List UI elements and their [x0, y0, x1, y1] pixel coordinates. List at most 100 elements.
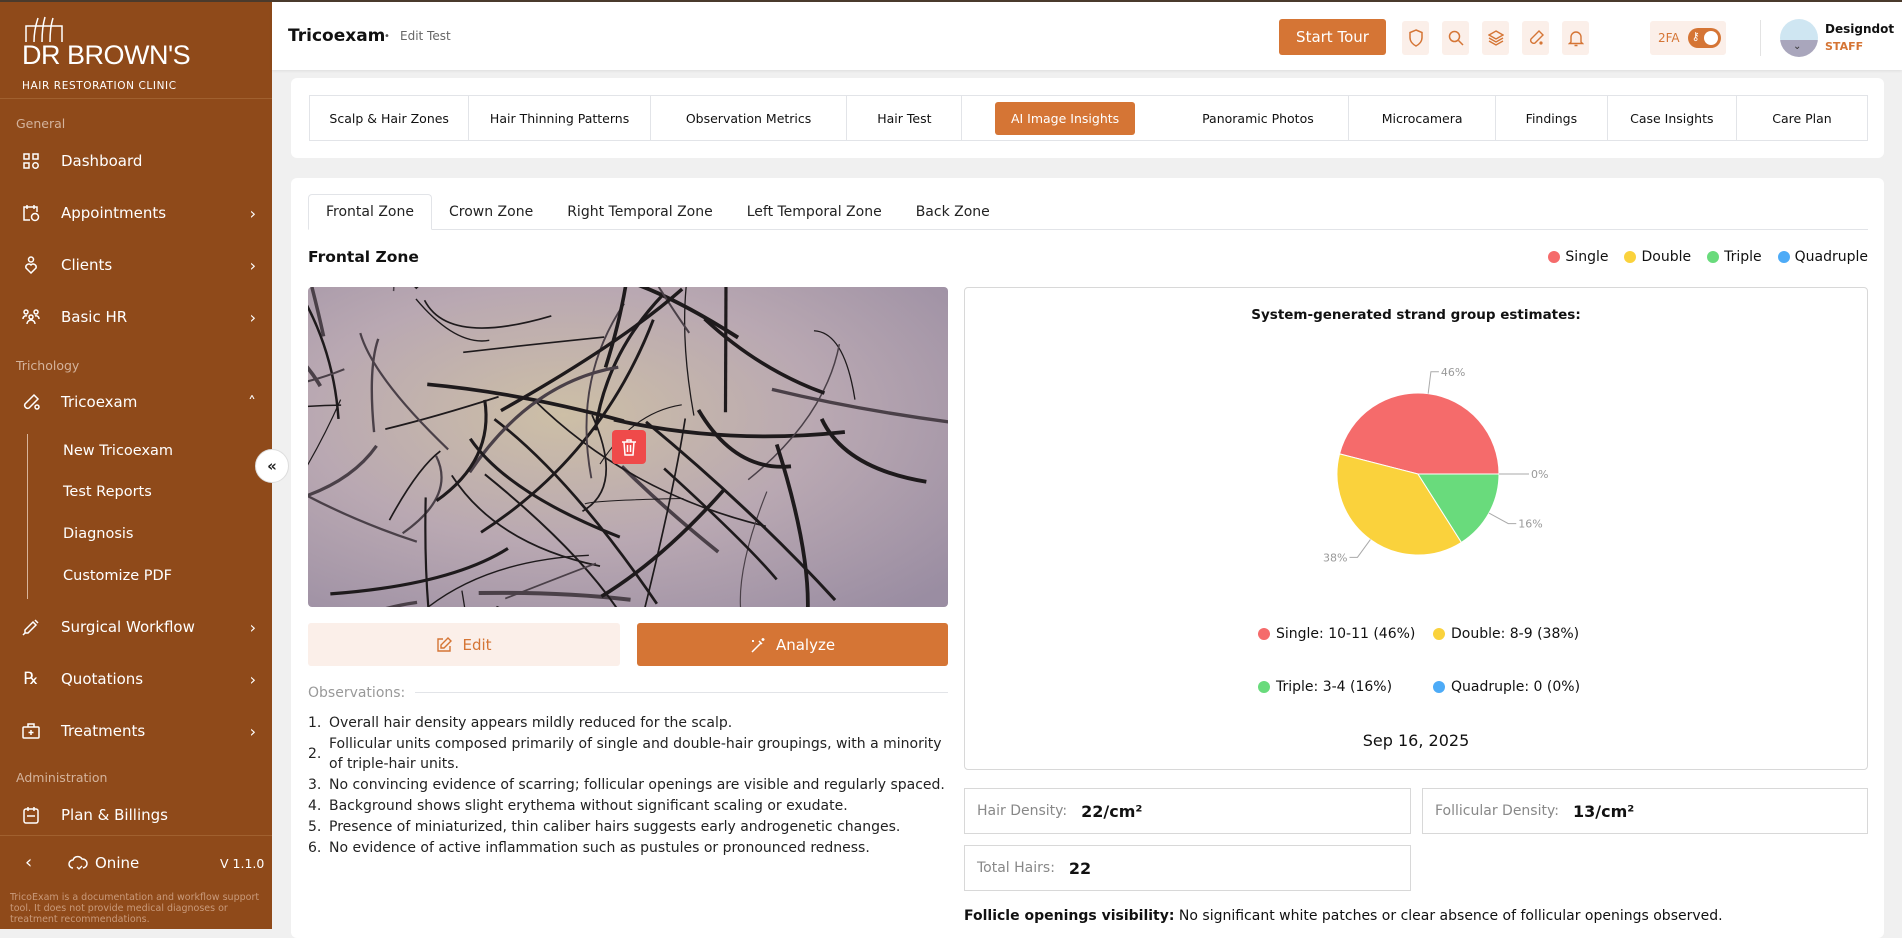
tab-microcamera[interactable]: Microcamera	[1349, 96, 1496, 140]
zone-tab-crown-zone[interactable]: Crown Zone	[432, 194, 550, 229]
submenu-customize-pdf[interactable]: Customize PDF	[63, 568, 172, 584]
submenu-test-reports[interactable]: Test Reports	[63, 484, 152, 500]
tab-scalp-hair-zones[interactable]: Scalp & Hair Zones	[310, 96, 469, 140]
avatar[interactable]: ⌄	[1780, 19, 1818, 57]
pie-chart: 46%38%16%0%	[965, 288, 1869, 708]
sidebar-item-quotations[interactable]: ℞Quotations›	[22, 664, 256, 694]
chart-legend-quadruple: Quadruple: 0 (0%)	[1433, 679, 1580, 695]
tab-hair-thinning-patterns[interactable]: Hair Thinning Patterns	[469, 96, 650, 140]
legend-dot	[1707, 251, 1719, 263]
billing-icon	[22, 806, 40, 824]
sidebar: DR BROWN'S HAIR RESTORATION CLINIC Gener…	[0, 0, 272, 929]
online-status: Onine	[95, 854, 139, 872]
grid-icon	[22, 152, 40, 170]
divider	[415, 692, 948, 693]
legend-dot	[1433, 628, 1445, 640]
start-tour-button[interactable]: Start Tour	[1279, 19, 1386, 55]
page-title: Tricoexam	[288, 26, 385, 46]
bell-icon	[1568, 30, 1584, 47]
chart-legend-double: Double: 8-9 (38%)	[1433, 626, 1579, 642]
tab-findings[interactable]: Findings	[1496, 96, 1608, 140]
chevron-right-icon: ›	[250, 204, 256, 223]
clinic-logo: DR BROWN'S HAIR RESTORATION CLINIC	[20, 16, 220, 90]
section-administration: Administration	[16, 770, 107, 785]
trash-icon	[621, 438, 637, 456]
zone-tab-left-temporal-zone[interactable]: Left Temporal Zone	[730, 194, 899, 229]
zone-tab-right-temporal-zone[interactable]: Right Temporal Zone	[550, 194, 730, 229]
sidebar-item-dashboard[interactable]: Dashboard	[22, 146, 256, 176]
tab-ai-image-insights[interactable]: AI Image Insights	[962, 96, 1167, 140]
chevron-up-icon: ˄	[248, 393, 256, 412]
layers-icon	[1488, 30, 1504, 46]
legend-triple: Triple	[1707, 249, 1762, 265]
observation-item: 6.No evidence of active inflammation suc…	[308, 838, 958, 858]
observation-item: 5.Presence of miniaturized, thin caliber…	[308, 817, 958, 837]
chevron-right-icon: ›	[250, 670, 256, 689]
edit-button[interactable]: Edit	[308, 623, 620, 666]
chevron-right-icon: ›	[250, 722, 256, 741]
user-name: Designdot	[1825, 22, 1894, 36]
sidebar-item-plan-billings[interactable]: Plan & Billings	[22, 800, 256, 830]
tab-observation-metrics[interactable]: Observation Metrics	[651, 96, 848, 140]
follicular-density-box: Follicular Density:13/cm²	[1422, 788, 1868, 834]
notifications-button[interactable]	[1562, 21, 1589, 55]
breadcrumb-separator: •	[384, 31, 390, 42]
tab-care-plan[interactable]: Care Plan	[1737, 96, 1867, 140]
data-label-leader	[1428, 372, 1439, 394]
delete-image-button[interactable]	[612, 430, 646, 464]
data-label: 46%	[1441, 366, 1465, 379]
tab-hair-test[interactable]: Hair Test	[847, 96, 962, 140]
legend-single: Single	[1548, 249, 1608, 265]
sidebar-item-basic-hr[interactable]: Basic HR›	[22, 302, 256, 332]
version-label: V 1.1.0	[220, 856, 264, 871]
sidebar-item-surgical-workflow[interactable]: Surgical Workflow›	[22, 612, 256, 642]
chevron-right-icon: ›	[250, 308, 256, 327]
observations-label: Observations:	[308, 685, 405, 701]
test-tube-button[interactable]	[1522, 21, 1549, 55]
collapse-chevron-left-icon[interactable]: ‹	[25, 852, 32, 873]
medkit-icon	[22, 722, 40, 740]
analyze-button[interactable]: Analyze	[637, 623, 948, 666]
test-tube-icon	[1528, 30, 1544, 46]
observations-list: 1.Overall hair density appears mildly re…	[308, 713, 958, 859]
observation-item: 3.No convincing evidence of scarring; fo…	[308, 775, 958, 795]
sidebar-item-treatments[interactable]: Treatments›	[22, 716, 256, 746]
legend-dot	[1258, 628, 1270, 640]
total-hairs-box: Total Hairs:22	[964, 845, 1411, 891]
chart-legend-single: Single: 10-11 (46%)	[1258, 626, 1415, 642]
divider	[1760, 20, 1761, 56]
submenu-diagnosis[interactable]: Diagnosis	[63, 526, 133, 542]
prescription-icon: ℞	[22, 670, 40, 688]
chevron-right-icon: ›	[250, 256, 256, 275]
collapse-sidebar-button[interactable]: «	[255, 449, 289, 483]
legend-dot	[1624, 251, 1636, 263]
zone-tab-back-zone[interactable]: Back Zone	[899, 194, 1007, 229]
data-label: 0%	[1531, 468, 1548, 481]
shield-button[interactable]	[1402, 21, 1429, 55]
tab-case-insights[interactable]: Case Insights	[1608, 96, 1737, 140]
calendar-clock-icon	[22, 204, 40, 222]
zone-tab-frontal-zone[interactable]: Frontal Zone	[308, 194, 432, 230]
submenu-line	[27, 434, 28, 599]
follicle-visibility: Follicle openings visibility: No signifi…	[964, 908, 1723, 924]
two-factor-toggle[interactable]: 2FA⚷	[1650, 21, 1726, 55]
layers-button[interactable]	[1482, 21, 1509, 55]
disclaimer: TricoExam is a documentation and workflo…	[10, 892, 265, 925]
sidebar-item-tricoexam[interactable]: Tricoexam˄	[22, 387, 256, 417]
submenu-new-tricoexam[interactable]: New Tricoexam	[63, 443, 173, 459]
cloud-check-icon	[68, 854, 88, 874]
chart-legend-triple: Triple: 3-4 (16%)	[1258, 679, 1392, 695]
section-trichology: Trichology	[16, 358, 79, 373]
client-heart-icon	[22, 256, 40, 274]
tab-panoramic-photos[interactable]: Panoramic Photos	[1168, 96, 1349, 140]
divider	[0, 835, 272, 836]
toggle-switch[interactable]: ⚷	[1688, 28, 1721, 48]
sidebar-item-clients[interactable]: Clients›	[22, 250, 256, 280]
hair-density-box: Hair Density:22/cm²	[964, 788, 1411, 834]
sidebar-item-appointments[interactable]: Appointments›	[22, 198, 256, 228]
search-button[interactable]	[1442, 21, 1469, 55]
legend-double: Double	[1624, 249, 1691, 265]
